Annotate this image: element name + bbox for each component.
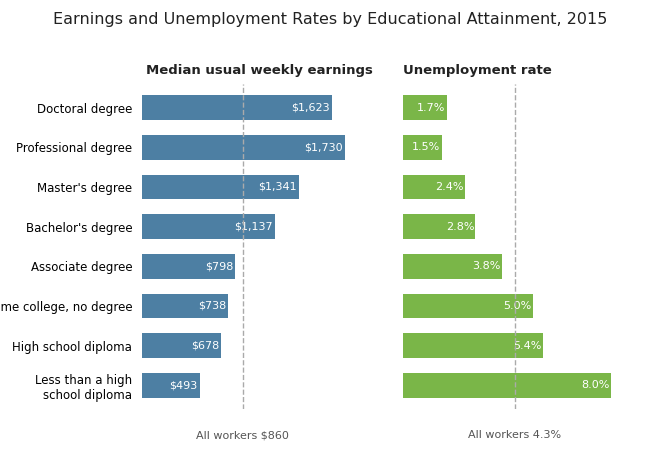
- Text: $1,341: $1,341: [258, 182, 297, 192]
- Text: $493: $493: [170, 380, 197, 391]
- Bar: [403, 135, 442, 159]
- Bar: [142, 135, 345, 159]
- Bar: [142, 294, 228, 319]
- Text: $738: $738: [198, 301, 226, 311]
- Text: Unemployment rate: Unemployment rate: [403, 64, 551, 77]
- Text: 5.0%: 5.0%: [503, 301, 531, 311]
- Bar: [142, 214, 275, 239]
- Bar: [142, 254, 236, 279]
- Text: All workers $860: All workers $860: [196, 430, 289, 440]
- Bar: [403, 333, 543, 358]
- Bar: [142, 373, 200, 398]
- Text: Earnings and Unemployment Rates by Educational Attainment, 2015: Earnings and Unemployment Rates by Educa…: [53, 12, 607, 27]
- Text: $1,730: $1,730: [304, 142, 343, 152]
- Text: 5.4%: 5.4%: [513, 341, 542, 351]
- Text: 2.8%: 2.8%: [446, 222, 474, 232]
- Text: 3.8%: 3.8%: [472, 261, 500, 271]
- Text: $798: $798: [205, 261, 233, 271]
- Text: $1,623: $1,623: [291, 102, 330, 113]
- Text: 1.5%: 1.5%: [412, 142, 440, 152]
- Bar: [142, 333, 221, 358]
- Text: 2.4%: 2.4%: [436, 182, 464, 192]
- Bar: [142, 174, 299, 199]
- Bar: [403, 373, 611, 398]
- Text: 8.0%: 8.0%: [581, 380, 610, 391]
- Text: $1,137: $1,137: [234, 222, 273, 232]
- Text: 1.7%: 1.7%: [417, 102, 446, 113]
- Bar: [403, 174, 465, 199]
- Bar: [403, 294, 533, 319]
- Bar: [403, 214, 475, 239]
- Bar: [403, 95, 447, 120]
- Bar: [142, 95, 332, 120]
- Text: Median usual weekly earnings: Median usual weekly earnings: [146, 64, 372, 77]
- Text: $678: $678: [191, 341, 219, 351]
- Text: All workers 4.3%: All workers 4.3%: [468, 430, 561, 440]
- Bar: [403, 254, 502, 279]
